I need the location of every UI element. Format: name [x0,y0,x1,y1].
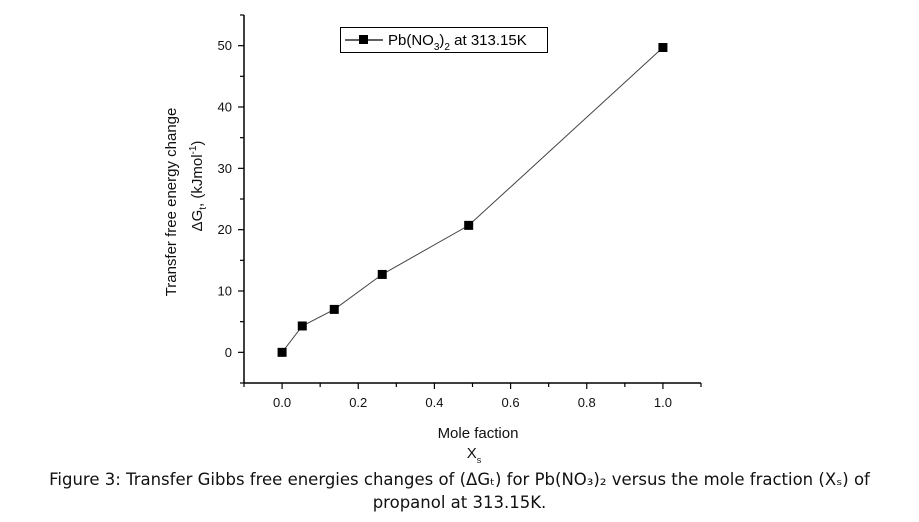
chart: 0 10 20 30 40 50 0.0 0.2 0.4 0.6 0.8 1.0 Transfer f… [163,14,702,465]
y-axis-title-line1: Transfer free energy change [163,108,180,297]
legend: Pb(NO3)2 at 313.15K [340,27,548,53]
series-layer [277,43,668,357]
y-axis-title-end: ) [189,141,206,146]
x-tick-label: 0.6 [502,395,520,410]
x-axis-symbol-sub: s [477,455,482,465]
x-tick-label: 0.8 [578,395,596,410]
y-axis-title-mid: , (kJmol [189,154,206,207]
y-axis-title-sup: -1 [188,145,199,154]
data-point-marker [377,269,387,279]
legend-marker-square [359,35,368,44]
x-axis-symbol: Xs [467,445,482,465]
x-tick-label: 0.0 [273,395,291,410]
caption-line-2: propanol at 313.15K. [372,493,547,512]
y-axis-title-sub: t [198,207,209,210]
x-tick-label: 0.4 [425,395,443,410]
y-tick-label: 20 [218,222,232,237]
y-tick-label: 0 [225,345,232,360]
legend-label-end: at 313.15K [450,32,527,49]
data-point-marker [297,321,307,331]
data-point-marker [464,220,474,230]
data-point-marker [277,347,287,357]
x-axis-title: Mole faction [438,425,519,442]
y-tick-label: 50 [218,38,232,53]
legend-label-sub2: 2 [444,42,450,53]
x-tick-label: 1.0 [654,395,672,410]
axes: 0 10 20 30 40 50 0.0 0.2 0.4 0.6 0.8 1.0 [218,14,702,410]
x-axis-symbol-main: X [467,445,477,462]
x-tick-label: 0.2 [349,395,367,410]
data-point-marker [658,43,668,53]
y-tick-label: 10 [218,284,232,299]
legend-label-sub1: 3 [434,42,440,53]
legend-label-mid: ) [439,32,444,49]
figure-caption: Figure 3: Transfer Gibbs free energies c… [0,468,919,514]
caption-line-1: Figure 3: Transfer Gibbs free energies c… [49,470,870,489]
y-axis-title-line2: ΔGt, (kJmol-1) [188,141,209,232]
y-tick-label: 40 [218,100,232,115]
series-line [281,47,664,353]
data-point-marker [329,304,339,314]
legend-label: Pb(NO3)2 at 313.15K [388,32,527,53]
y-tick-label: 30 [218,161,232,176]
y-axis-title-delta-g: ΔG [189,210,206,232]
legend-label-main: Pb(NO [388,32,434,49]
